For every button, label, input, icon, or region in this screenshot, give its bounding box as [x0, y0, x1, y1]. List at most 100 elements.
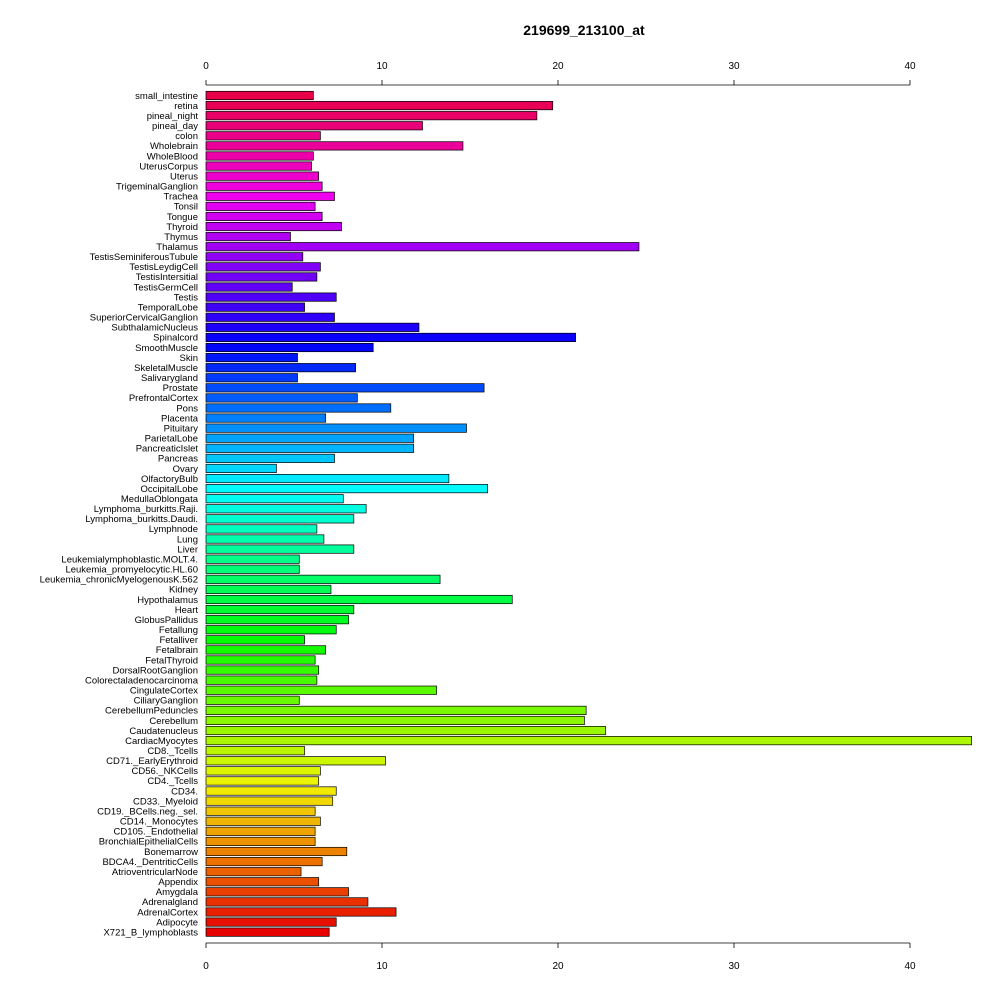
bar-Lung	[205, 534, 325, 544]
bar-CD56._NKCells	[205, 766, 321, 776]
bar-pineal_night	[205, 111, 538, 121]
bar-Spinalcord	[205, 332, 576, 342]
category-label: Tonsil	[174, 202, 198, 213]
bar-Ovary	[205, 463, 277, 474]
category-label: Lymphoma_burkitts.Raji.	[94, 504, 198, 515]
category-label: Uterus	[170, 171, 198, 182]
bar-TestisGermCell	[205, 282, 293, 292]
bar-Fetalliver	[205, 635, 305, 645]
category-label: Pancreas	[158, 454, 198, 465]
bar-Tonsil	[205, 201, 316, 211]
category-label: UterusCorpus	[139, 161, 198, 172]
category-label: CD19._BCells.neg._sel.	[97, 806, 198, 817]
category-label: Spinalcord	[153, 333, 198, 344]
category-label: Adrenalgland	[142, 897, 198, 908]
bar-CingulateCortex	[205, 685, 437, 695]
bar-CerebellumPeduncles	[205, 705, 587, 715]
bar-SmoothMuscle	[205, 342, 374, 353]
bar-TestisLeydigCell	[205, 262, 321, 272]
category-label: SmoothMuscle	[135, 343, 198, 354]
category-label: Kidney	[169, 585, 198, 596]
bar-Adipocyte	[205, 917, 337, 927]
category-label: WholeBlood	[147, 151, 198, 162]
category-label: CD14._Monocytes	[120, 817, 198, 828]
tick-label: 30	[728, 61, 740, 72]
category-label: TestisGermCell	[134, 282, 198, 293]
category-label: CerebellumPeduncles	[105, 706, 198, 717]
category-label: TemporalLobe	[138, 302, 198, 313]
bar-Placenta	[205, 413, 327, 423]
bar-Colorectaladenocarcinoma	[205, 675, 318, 685]
bar-Trachea	[205, 191, 335, 201]
tick-label: 20	[552, 61, 564, 72]
category-label: CD34.	[171, 786, 198, 797]
category-label: Fetallung	[159, 625, 198, 636]
bar-OccipitalLobe	[205, 484, 488, 494]
category-label: Liver	[177, 544, 198, 555]
bar-Cerebellum	[205, 715, 585, 726]
category-label: PrefrontalCortex	[129, 393, 198, 404]
category-label: GlobusPallidus	[135, 615, 199, 626]
bar-CD33._Myeloid	[205, 796, 334, 806]
category-label: DorsalRootGanglion	[112, 665, 198, 676]
category-label: Ovary	[173, 464, 199, 475]
category-label: AdrenalCortex	[137, 907, 198, 918]
bar-CD105._Endothelial	[205, 826, 316, 836]
tick-label: 0	[203, 61, 209, 72]
bar-PancreaticIslet	[205, 443, 415, 453]
bar-colon	[205, 131, 321, 141]
bar-TestisSeminiferousTubule	[205, 252, 304, 262]
category-label: Fetalliver	[159, 635, 198, 646]
tick-label: 30	[728, 961, 740, 972]
bar-CiliaryGanglion	[205, 695, 300, 705]
category-label: ParietalLobe	[145, 434, 198, 445]
category-label: CD4._Tcells	[147, 776, 198, 787]
category-label: Caudatenucleus	[129, 726, 198, 737]
bar-Leukemia_promyelocytic.HL.60	[205, 564, 300, 574]
bar-Fetallung	[205, 625, 337, 635]
bar-CardiacMyocytes	[205, 736, 972, 746]
bar-Leukemialymphoblastic.MOLT.4.	[205, 554, 300, 564]
category-label: retina	[174, 101, 198, 112]
category-label: OccipitalLobe	[140, 484, 198, 495]
bar-TemporalLobe	[205, 302, 305, 312]
category-label: Placenta	[161, 413, 199, 424]
bars-group	[205, 90, 972, 937]
category-label: Adipocyte	[156, 917, 198, 928]
category-label: pineal_night	[147, 111, 199, 122]
bar-Hypothalamus	[205, 594, 513, 605]
bar-TestisIntersitial	[205, 272, 318, 282]
category-label: CiliaryGanglion	[134, 696, 198, 707]
bar-X721_B_lymphoblasts	[205, 927, 330, 937]
bar-Fetalbrain	[205, 645, 327, 655]
bar-UterusCorpus	[205, 161, 312, 171]
category-label: Leukemialymphoblastic.MOLT.4.	[61, 554, 198, 565]
tick-label: 0	[203, 961, 209, 972]
category-label: CD56._NKCells	[131, 766, 198, 777]
category-label: small_intestine	[135, 91, 198, 102]
bar-Skin	[205, 353, 298, 363]
bar-TrigeminalGanglion	[205, 181, 323, 191]
bar-Amygdala	[205, 887, 349, 897]
category-label: CD105._Endothelial	[113, 827, 198, 838]
bar-DorsalRootGanglion	[205, 665, 319, 675]
category-label: TestisIntersitial	[136, 272, 198, 283]
category-label: Salivarygland	[141, 373, 198, 384]
bar-small_intestine	[205, 90, 314, 101]
category-label: OlfactoryBulb	[141, 474, 198, 485]
tick-label: 40	[904, 61, 916, 72]
category-label: FetalThyroid	[145, 655, 198, 666]
category-label: PancreaticIslet	[136, 444, 199, 455]
bar-CD19._BCells.neg._sel.	[205, 806, 316, 816]
bar-ParietalLobe	[205, 433, 415, 443]
bar-Pancreas	[205, 453, 335, 463]
category-label: Heart	[175, 605, 199, 616]
bar-CD34.	[205, 786, 337, 796]
bar-AdrenalCortex	[205, 907, 397, 917]
category-label: Thymus	[164, 232, 198, 243]
category-label: colon	[175, 131, 198, 142]
bar-SkeletalMuscle	[205, 363, 356, 373]
category-label: AtrioventricularNode	[112, 867, 198, 878]
bar-Liver	[205, 544, 355, 554]
category-label: Lymphnode	[149, 524, 198, 535]
